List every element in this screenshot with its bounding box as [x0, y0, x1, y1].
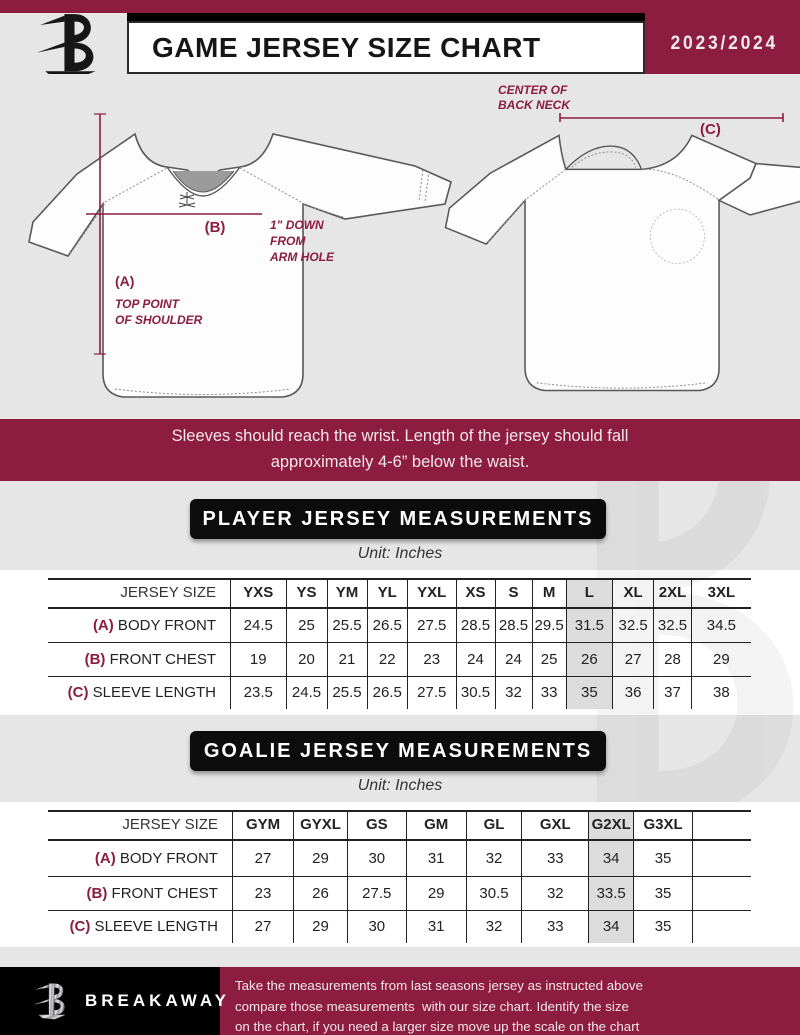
svg-text:BACK NECK: BACK NECK — [498, 98, 571, 112]
svg-text:OF SHOULDER: OF SHOULDER — [115, 313, 203, 327]
svg-text:1" DOWN: 1" DOWN — [270, 218, 324, 232]
svg-text:(B): (B) — [205, 219, 226, 236]
svg-text:FROM: FROM — [270, 234, 306, 248]
svg-text:(C): (C) — [700, 121, 721, 138]
svg-text:TOP POINT: TOP POINT — [115, 297, 181, 311]
svg-text:CENTER OF: CENTER OF — [498, 83, 568, 97]
svg-text:ARM HOLE: ARM HOLE — [269, 250, 335, 264]
svg-text:(A): (A) — [115, 273, 134, 289]
